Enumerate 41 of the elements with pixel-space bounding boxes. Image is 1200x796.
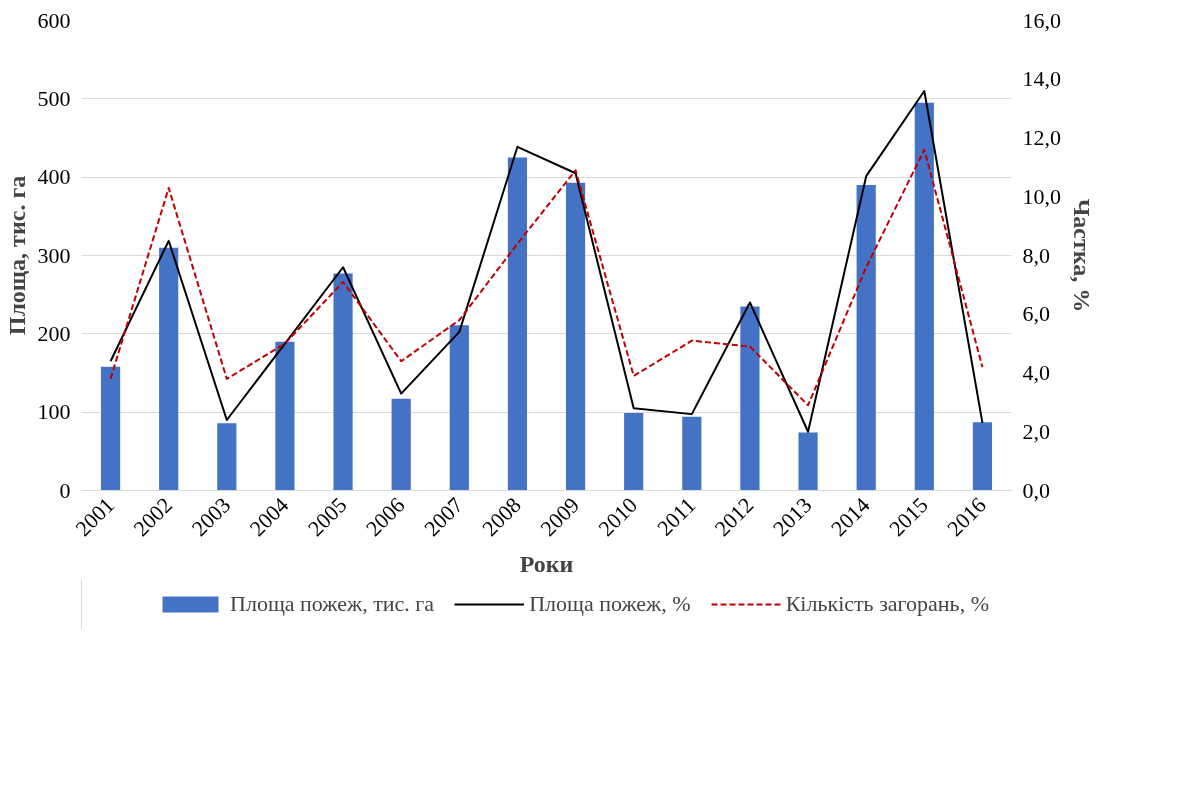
x-axis-title: Роки [519,550,574,577]
bar [740,306,760,491]
bar [100,366,121,491]
bar [565,182,586,491]
bar [624,412,644,491]
y-tick-label: 500 [37,85,71,111]
y2-tick-label: 12,0 [1022,125,1061,150]
y2-tick-label: 10,0 [1022,183,1061,209]
bar [333,273,353,491]
y2-tick-label: 14,0 [1022,66,1061,92]
legend-label: Площа пожеж, тис. га [230,591,435,617]
y-tick-label: 100 [37,399,71,425]
bar [449,325,469,491]
y-tick-label: 0 [59,477,71,503]
bar [159,247,179,491]
bar [217,423,237,491]
y2-tick-label: 2,0 [1022,418,1050,444]
y2-tick-label: 4,0 [1022,360,1050,385]
y2-tick-label: 0,0 [1022,477,1050,503]
x-tick-label: 2011 [652,492,701,541]
y-tick-label: 400 [37,164,71,190]
legend-label: Площа пожеж, % [529,591,691,617]
y-tick-label: 600 [37,7,71,33]
y-axis-title: Площа, тис. га [3,175,30,336]
bar [682,416,702,491]
y2-tick-label: 16,0 [1022,7,1061,33]
legend-label: Кількість загорань, % [785,591,989,617]
y-tick-label: 300 [37,242,71,268]
bar [275,341,295,491]
bar [507,157,528,491]
line-series [109,90,984,433]
bar [391,398,411,491]
bar [972,422,993,491]
y2-tick-label: 8,0 [1022,242,1050,268]
bar [856,185,876,491]
y2-tick-label: 6,0 [1022,301,1050,327]
bar [914,102,934,491]
line-series [109,148,984,407]
bar [798,432,818,491]
y-tick-label: 200 [37,320,71,346]
y2-axis-title: Частка, % [1069,198,1095,313]
